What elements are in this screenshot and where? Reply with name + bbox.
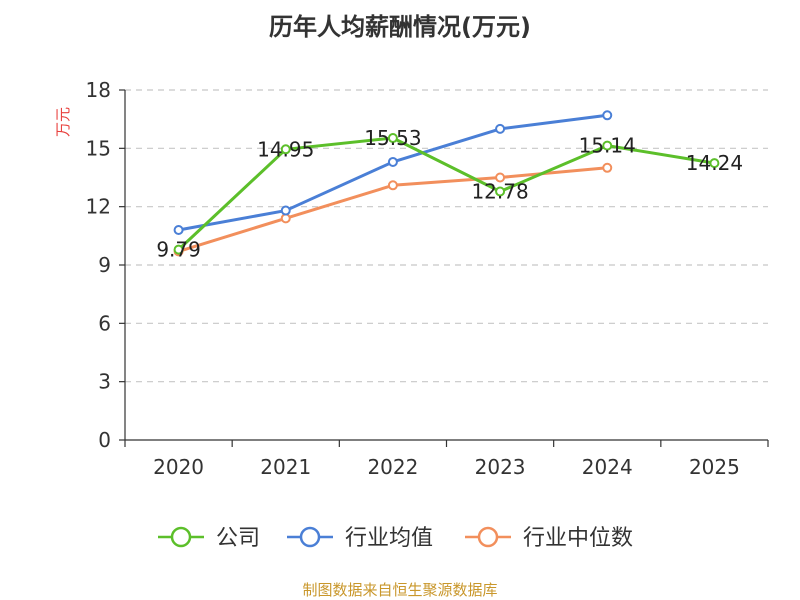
data-point: [602, 110, 613, 121]
series-0: [173, 133, 720, 255]
x-tick-label: 2024: [582, 455, 633, 479]
y-axis-label: 万元: [54, 107, 72, 137]
data-point: [709, 158, 720, 169]
y-tick-label: 15: [86, 136, 111, 160]
data-point: [387, 156, 398, 167]
legend-item-1[interactable]: 行业均值: [287, 526, 433, 551]
data-label: 14.24: [686, 151, 743, 175]
y-tick-label: 6: [98, 311, 111, 335]
y-tick-label: 9: [98, 253, 111, 277]
legend-label: 行业中位数: [523, 526, 633, 551]
y-tick-label: 12: [86, 195, 111, 219]
data-label: 15.14: [579, 134, 636, 158]
data-point: [173, 225, 184, 235]
legend-marker: [170, 526, 192, 548]
data-labels: 9.79 14.95 15.53 12.78 15.14 14.24: [156, 126, 743, 262]
source-note: 制图数据来自恒生聚源数据库: [302, 581, 497, 599]
data-point: [495, 123, 506, 134]
data-label: 12.78: [471, 180, 528, 204]
data-point: [387, 180, 398, 191]
legend-label: 公司: [216, 526, 260, 551]
axes: 0 3 6 9 12 15 18 2020 2021 2022 2023 2024 2025: [86, 78, 769, 479]
legend-item-2[interactable]: 行业中位数: [465, 526, 633, 551]
data-point: [602, 140, 613, 151]
data-label: 9.79: [156, 238, 201, 262]
legend: 公司 行业均值 行业中位数: [158, 526, 633, 551]
data-point: [495, 186, 506, 197]
data-point: [602, 162, 613, 173]
series-2: [173, 162, 613, 257]
series: [173, 110, 720, 257]
legend-label: 行业均值: [345, 526, 433, 551]
x-tick-label: 2023: [475, 455, 526, 479]
chart-title: 历年人均薪酬情况(万元): [269, 13, 531, 41]
data-point: [173, 244, 184, 255]
series-1: [173, 110, 613, 235]
data-label: 14.95: [257, 137, 314, 161]
data-point: [387, 133, 398, 144]
y-tick-label: 3: [98, 370, 111, 394]
legend-marker: [299, 526, 321, 548]
legend-item-0[interactable]: 公司: [158, 526, 260, 551]
y-tick-label: 18: [86, 78, 111, 102]
legend-marker: [477, 526, 499, 548]
y-tick-label: 0: [98, 428, 111, 452]
series-line: [177, 136, 715, 251]
x-tick-label: 2025: [689, 455, 740, 479]
data-point: [495, 172, 506, 183]
x-tick-label: 2020: [153, 455, 204, 479]
data-label: 15.53: [364, 126, 421, 150]
data-point: [280, 205, 291, 216]
grid: [125, 89, 768, 383]
x-tick-label: 2021: [260, 455, 311, 479]
x-tick-label: 2022: [367, 455, 418, 479]
data-point: [280, 144, 291, 155]
